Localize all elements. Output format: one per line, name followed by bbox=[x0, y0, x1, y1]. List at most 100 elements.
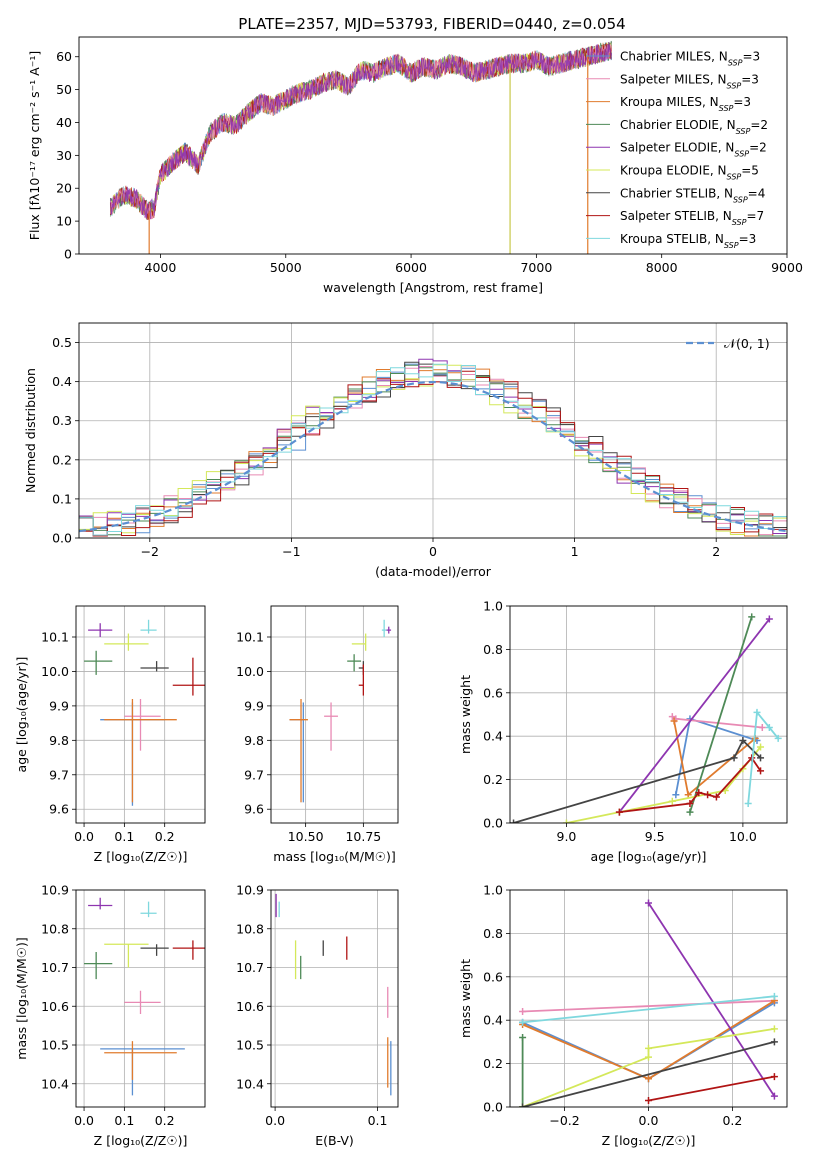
x-tick-label: 0.0 bbox=[265, 1113, 285, 1128]
legend-entry: Salpeter MILES, NSSP=3 bbox=[620, 72, 759, 90]
histogram-5 bbox=[79, 364, 787, 538]
x-tick-label: 0.1 bbox=[114, 829, 134, 844]
chart-ebv-mass: 0.0 0.1 10.4 10.5 10.6 10.7 10.8 10.9 E(B-V) bbox=[236, 883, 399, 1148]
errorbar-point-4 bbox=[386, 626, 392, 634]
weight-marker bbox=[645, 1053, 652, 1061]
weight-marker bbox=[695, 789, 703, 797]
errorbar-point-7 bbox=[358, 664, 365, 696]
y-tick-label: 30 bbox=[56, 148, 72, 163]
weight-line-6 bbox=[522, 1041, 775, 1107]
chart-z-age: 0.0 0.1 0.2 9.6 9.7 9.8 9.9 10.0 10.1 Z [log₁₀(Z/… bbox=[14, 605, 206, 864]
figure-title: PLATE=2357, MJD=53793, FIBERID=0440, z=0… bbox=[238, 15, 625, 33]
weight-marker bbox=[765, 615, 773, 623]
y-tick-label: 10 bbox=[56, 214, 72, 229]
errorbar-point-8 bbox=[140, 901, 157, 918]
plot-area bbox=[519, 899, 778, 1107]
y-tick-label: 0.4 bbox=[52, 374, 72, 389]
errorbar-point-2 bbox=[289, 699, 308, 803]
weight-marker bbox=[672, 791, 680, 799]
errorbar-point-3 bbox=[84, 650, 113, 675]
x-tick-label: 0.0 bbox=[639, 1113, 659, 1128]
y-tick-label: 10.9 bbox=[41, 883, 69, 898]
y-tick-label: 40 bbox=[56, 115, 72, 130]
legend-entry: Kroupa STELIB, NSSP=3 bbox=[620, 232, 756, 250]
plot-area bbox=[289, 619, 392, 803]
y-tick-label: 0.6 bbox=[483, 685, 503, 700]
x-tick-label: 0.1 bbox=[114, 1113, 134, 1128]
weight-marker bbox=[519, 1103, 527, 1107]
y-axis-label: age [log₁₀(age/yr)] bbox=[14, 657, 29, 773]
weight-marker bbox=[712, 793, 720, 801]
y-tick-label: 60 bbox=[56, 49, 72, 64]
x-axis-label: Z [log₁₀(Z/Z☉)] bbox=[602, 1133, 696, 1148]
x-tick-label: −0.2 bbox=[549, 1113, 579, 1128]
plot-area bbox=[510, 613, 782, 823]
x-tick-label: 4000 bbox=[145, 260, 177, 275]
weight-marker bbox=[684, 791, 692, 799]
plot-area bbox=[84, 897, 205, 1096]
errorbar-point-5 bbox=[104, 943, 149, 968]
x-tick-label: 0.0 bbox=[74, 829, 94, 844]
errorbar-point-1 bbox=[124, 990, 161, 1014]
x-tick-label: 9.5 bbox=[645, 829, 665, 844]
y-tick-label: 50 bbox=[56, 82, 72, 97]
weight-marker bbox=[668, 797, 676, 805]
x-axis-label: (data-model)/error bbox=[375, 564, 492, 579]
x-axis-label: mass [log₁₀(M/M☉)] bbox=[273, 849, 395, 864]
axes-frame bbox=[78, 322, 788, 539]
weight-marker bbox=[519, 1018, 527, 1026]
errorbar-point-7 bbox=[172, 657, 205, 696]
x-axis-label: Z [log₁₀(Z/Z☉)] bbox=[94, 1133, 188, 1148]
y-tick-label: 9.8 bbox=[244, 733, 264, 748]
x-tick-label: 10.75 bbox=[345, 829, 381, 844]
y-tick-label: 10.5 bbox=[41, 1038, 69, 1053]
weight-line-5 bbox=[522, 1028, 775, 1107]
chart-spectrum: 4000 5000 6000 7000 8000 9000 0 10 20 30 40 50 60 wav… bbox=[27, 36, 803, 295]
y-tick-label: 9.6 bbox=[49, 802, 69, 817]
weight-line-6 bbox=[513, 738, 762, 823]
errorbar-point-0 bbox=[100, 1048, 185, 1096]
errorbar-point-1 bbox=[324, 702, 338, 751]
weight-line-4 bbox=[618, 618, 771, 813]
errorbar-point-5 bbox=[104, 633, 149, 651]
errorbar-point-8 bbox=[140, 619, 157, 634]
weight-marker bbox=[645, 1096, 652, 1104]
y-tick-label: 10.0 bbox=[236, 664, 264, 679]
chart-age-weight: 9.0 9.5 10.0 0.0 0.2 0.4 0.6 0.8 1.0 age [log₁₀(a… bbox=[458, 599, 788, 864]
x-tick-label: 0.2 bbox=[155, 1113, 175, 1128]
y-tick-label: 0.4 bbox=[483, 729, 503, 744]
y-tick-label: 9.7 bbox=[49, 767, 69, 782]
y-tick-label: 0.1 bbox=[52, 491, 72, 506]
y-tick-label: 10.6 bbox=[41, 999, 69, 1014]
axes-frame bbox=[78, 36, 788, 255]
y-tick-label: 10.9 bbox=[236, 883, 264, 898]
y-tick-label: 10.1 bbox=[41, 630, 69, 645]
y-tick-label: 0.4 bbox=[483, 1013, 503, 1028]
weight-line-8 bbox=[522, 995, 775, 1024]
errorbar-point-2 bbox=[104, 1041, 177, 1080]
x-axis-label: Z [log₁₀(Z/Z☉)] bbox=[94, 849, 188, 864]
plot-area bbox=[79, 358, 787, 538]
errorbar-point-2 bbox=[104, 699, 177, 803]
y-tick-label: 0.5 bbox=[52, 335, 72, 350]
weight-marker bbox=[704, 791, 712, 799]
chart-z-mass: 0.0 0.1 0.2 10.4 10.5 10.6 10.7 10.8 10.9 Z [log₁… bbox=[14, 883, 206, 1148]
y-tick-label: 0.6 bbox=[483, 969, 503, 984]
y-tick-label: 20 bbox=[56, 181, 72, 196]
weight-line-3 bbox=[689, 616, 753, 813]
y-tick-label: 10.4 bbox=[41, 1076, 69, 1091]
axes-frame bbox=[509, 605, 788, 824]
legend-entry: Salpeter ELODIE, NSSP=2 bbox=[620, 141, 767, 159]
errorbar-point-6 bbox=[140, 661, 169, 672]
errorbar-point-1 bbox=[124, 699, 161, 751]
weight-marker bbox=[770, 1073, 778, 1081]
chart-residuals: −2 −1 0 1 2 0.0 0.1 0.2 0.3 0.4 0.5 (data-model)/er… bbox=[23, 322, 788, 579]
y-tick-label: 1.0 bbox=[483, 599, 503, 614]
y-tick-label: 9.8 bbox=[49, 733, 69, 748]
y-tick-label: 9.9 bbox=[49, 698, 69, 713]
y-tick-label: 10.4 bbox=[236, 1076, 264, 1091]
weight-marker bbox=[510, 819, 518, 823]
y-tick-label: 10.6 bbox=[236, 999, 264, 1014]
legend-entry: Chabrier STELIB, NSSP=4 bbox=[620, 186, 765, 204]
